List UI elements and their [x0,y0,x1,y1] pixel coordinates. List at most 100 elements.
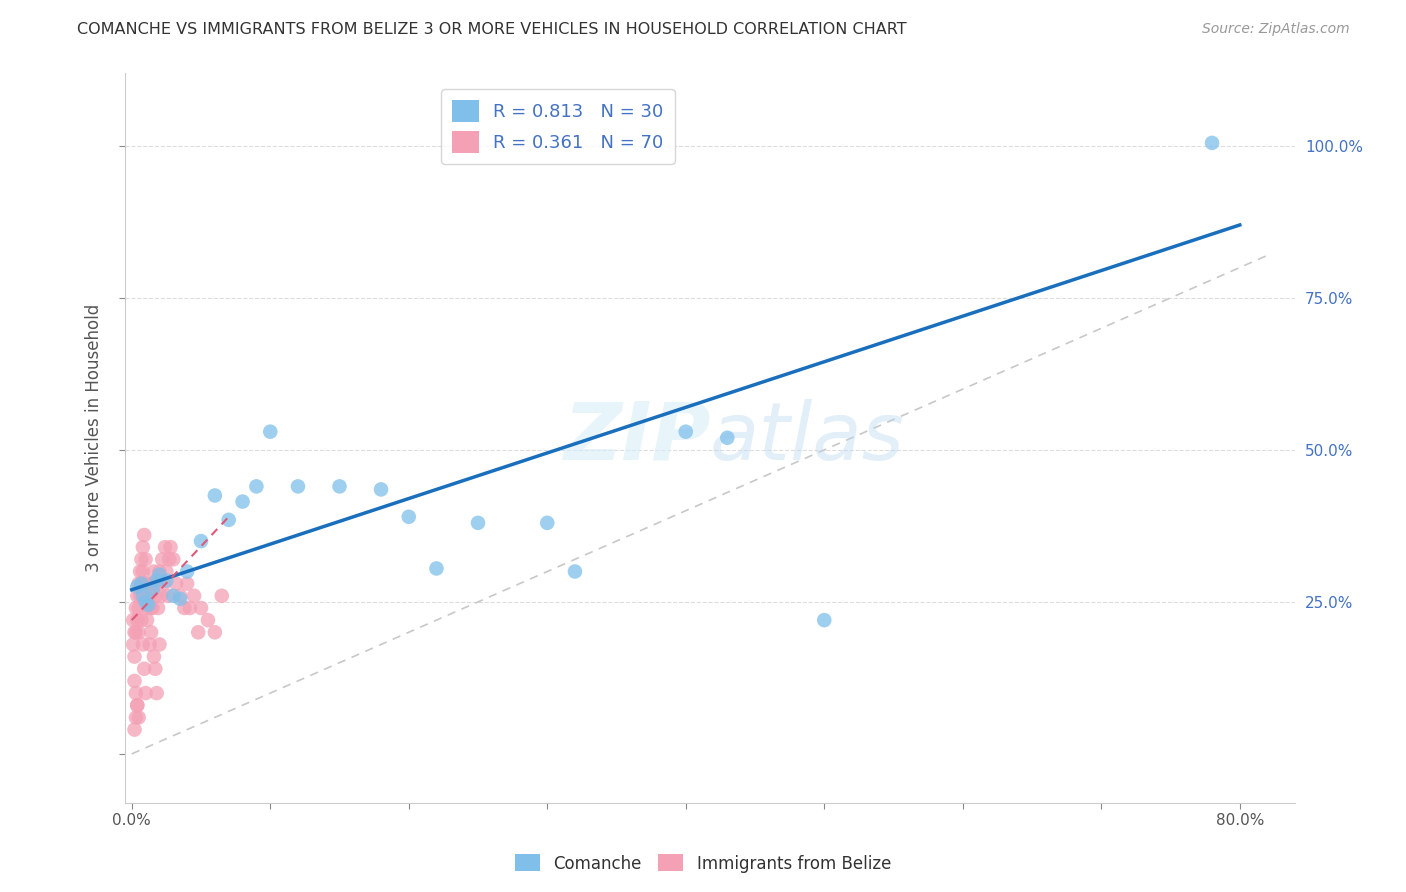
Point [128,576,150,591]
Point [162,552,184,566]
Point [536,516,558,530]
Point [141,576,163,591]
Point [127,589,149,603]
Point [125,601,148,615]
Point [155,565,177,579]
Point [125,686,148,700]
Point [467,516,489,530]
Point [125,625,148,640]
Text: Source: ZipAtlas.com: Source: ZipAtlas.com [1202,22,1350,37]
Point [183,589,205,603]
Point [157,552,180,566]
Point [136,589,159,603]
Point [245,479,267,493]
Text: atlas: atlas [710,399,904,476]
Point [204,625,226,640]
Point [134,662,156,676]
Point [398,509,420,524]
Point [187,625,209,640]
Point [131,613,153,627]
Point [197,613,219,627]
Point [156,589,179,603]
Point [139,625,162,640]
Point [143,662,166,676]
Point [141,582,163,597]
Point [169,589,191,603]
Point [132,540,155,554]
Point [127,698,149,713]
Point [122,613,145,627]
Point [155,574,177,588]
Text: COMANCHE VS IMMIGRANTS FROM BELIZE 3 OR MORE VEHICLES IN HOUSEHOLD CORRELATION C: COMANCHE VS IMMIGRANTS FROM BELIZE 3 OR … [77,22,907,37]
Point [173,601,195,615]
Point [148,567,170,582]
Point [127,580,149,594]
Point [142,565,165,579]
Point [287,479,309,493]
Point [328,479,350,493]
Point [124,673,146,688]
Point [138,598,160,612]
Y-axis label: 3 or more Vehicles in Household: 3 or more Vehicles in Household [86,303,103,572]
Point [716,431,738,445]
Point [146,601,169,615]
Point [132,637,155,651]
Point [125,710,148,724]
Point [165,576,187,591]
Point [218,513,240,527]
Point [162,589,184,603]
Point [131,576,153,591]
Point [675,425,697,439]
Point [134,528,156,542]
Point [139,637,162,651]
Point [127,698,149,713]
Point [1201,136,1223,150]
Point [145,576,167,591]
Point [159,540,181,554]
Point [232,494,254,508]
Point [176,565,198,579]
Point [190,534,212,549]
Point [176,576,198,591]
Legend: Comanche, Immigrants from Belize: Comanche, Immigrants from Belize [509,847,897,880]
Point [129,565,152,579]
Point [169,591,191,606]
Point [128,625,150,640]
Point [135,552,157,566]
Point [152,576,174,591]
Point [127,613,149,627]
Point [131,576,153,591]
Text: ZIP: ZIP [562,399,710,476]
Point [179,601,201,615]
Point [124,723,146,737]
Point [148,637,170,651]
Point [129,589,152,603]
Point [370,483,392,497]
Point [138,576,160,591]
Point [425,561,447,575]
Point [259,425,281,439]
Point [142,649,165,664]
Point [135,595,157,609]
Point [131,552,153,566]
Point [153,540,176,554]
Point [564,565,586,579]
Point [135,576,157,591]
Legend: R = 0.813   N = 30, R = 0.361   N = 70: R = 0.813 N = 30, R = 0.361 N = 70 [441,89,675,164]
Point [211,589,233,603]
Point [139,601,162,615]
Point [150,552,173,566]
Point [190,601,212,615]
Point [124,649,146,664]
Point [149,589,172,603]
Point [143,589,166,603]
Point [132,565,155,579]
Point [135,686,157,700]
Point [139,589,162,603]
Point [141,601,163,615]
Point [148,565,170,579]
Point [122,637,145,651]
Point [128,601,150,615]
Point [128,710,150,724]
Point [204,489,226,503]
